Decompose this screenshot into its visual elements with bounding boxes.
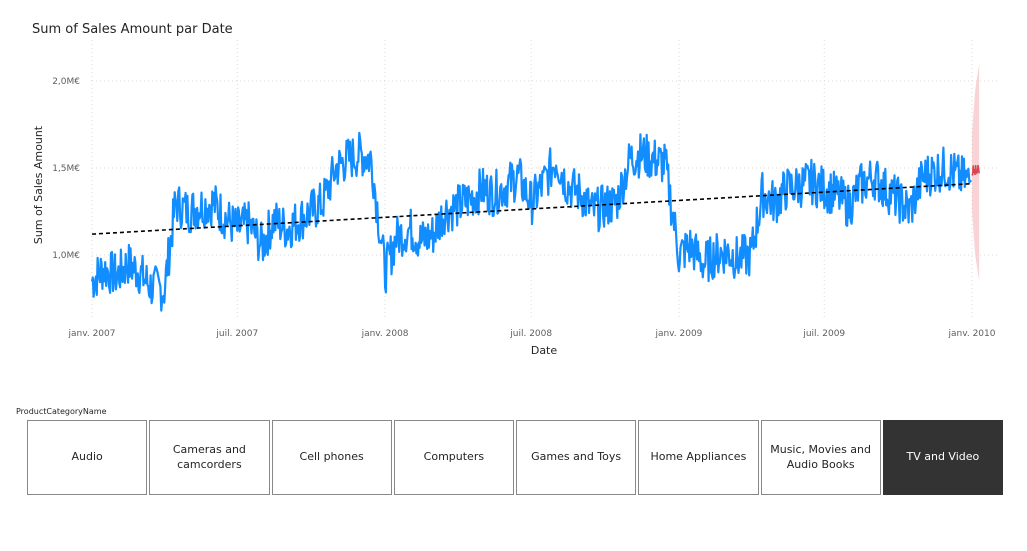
x-tick-label: juil. 2007 <box>215 329 258 339</box>
slicer-item-cell-phones[interactable]: Cell phones <box>271 420 392 495</box>
x-tick-label: juil. 2008 <box>509 329 552 339</box>
slicer-title: ProductCategoryName <box>16 407 107 416</box>
slicer-item-tv-and-video[interactable]: TV and Video <box>882 420 1003 495</box>
x-tick-label: janv. 2010 <box>948 329 996 339</box>
slicer-item-home-appliances[interactable]: Home Appliances <box>638 420 759 495</box>
slicer-item-music-movies-and-audio-books[interactable]: Music, Movies and Audio Books <box>760 420 881 495</box>
chart-title: Sum of Sales Amount par Date <box>32 22 233 37</box>
slicer-item-audio[interactable]: Audio <box>27 420 148 495</box>
forecast-line <box>971 164 980 176</box>
x-axis-title: Date <box>531 344 558 357</box>
line-chart: 1,0M€ 1,5M€ 2,0M€ janv. 2007 juil. 2007 janv.… <box>32 40 997 357</box>
slicer-item-computers[interactable]: Computers <box>393 420 514 495</box>
actual-sales-line <box>90 131 972 312</box>
series-layer <box>90 131 980 312</box>
product-category-slicer: Audio Cameras and camcorders Cell phones Co… <box>27 420 1003 495</box>
y-axis-title: Sum of Sales Amount <box>32 125 45 244</box>
y-tick-label: 1,0M€ <box>52 251 80 261</box>
x-tick-label: juil. 2009 <box>802 329 845 339</box>
tick-layer: 1,0M€ 1,5M€ 2,0M€ janv. 2007 juil. 2007 janv.… <box>52 77 996 339</box>
y-tick-label: 2,0M€ <box>52 77 80 87</box>
x-tick-label: janv. 2008 <box>361 329 409 339</box>
slicer-item-cameras-and-camcorders[interactable]: Cameras and camcorders <box>149 420 270 495</box>
x-tick-label: janv. 2007 <box>68 329 116 339</box>
x-tick-label: janv. 2009 <box>654 329 702 339</box>
y-tick-label: 1,5M€ <box>52 164 80 174</box>
slicer-item-games-and-toys[interactable]: Games and Toys <box>516 420 637 495</box>
